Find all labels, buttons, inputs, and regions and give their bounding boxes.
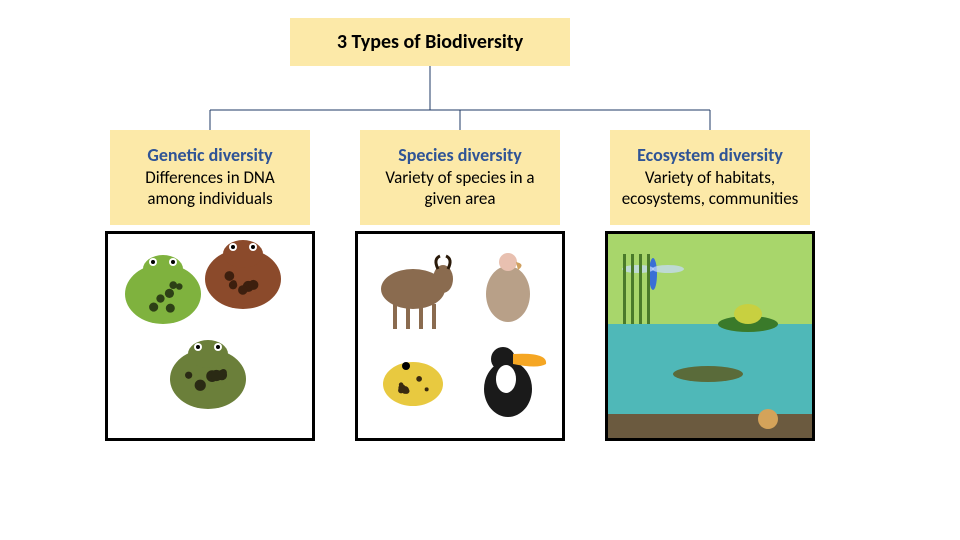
branch-desc: Variety of species in a given area bbox=[370, 168, 550, 209]
branch-title: Ecosystem diversity bbox=[620, 144, 800, 166]
pond-ecosystem-cross-section bbox=[605, 231, 815, 441]
branch-desc: Differences in DNA among individuals bbox=[120, 168, 300, 209]
pond-ecosystem-cross-section-icon bbox=[608, 234, 812, 438]
branch-genetic: Genetic diversityDifferences in DNA amon… bbox=[110, 130, 310, 441]
branch-desc: Variety of habitats, ecosystems, communi… bbox=[620, 168, 800, 209]
branch-box-ecosystem: Ecosystem diversityVariety of habitats, … bbox=[610, 130, 810, 225]
branch-title: Genetic diversity bbox=[120, 144, 300, 166]
diagram-title: 3 Types of Biodiversity bbox=[337, 30, 523, 54]
branch-title: Species diversity bbox=[370, 144, 550, 166]
branch-box-species: Species diversityVariety of species in a… bbox=[360, 130, 560, 225]
branch-box-genetic: Genetic diversityDifferences in DNA amon… bbox=[110, 130, 310, 225]
diagram-title-box: 3 Types of Biodiversity bbox=[290, 18, 570, 66]
four-different-animals-icon bbox=[358, 234, 562, 438]
three-frogs-different-patterns-icon bbox=[108, 234, 312, 438]
three-frogs-different-patterns bbox=[105, 231, 315, 441]
branch-ecosystem: Ecosystem diversityVariety of habitats, … bbox=[610, 130, 810, 441]
branch-species: Species diversityVariety of species in a… bbox=[360, 130, 560, 441]
four-different-animals bbox=[355, 231, 565, 441]
